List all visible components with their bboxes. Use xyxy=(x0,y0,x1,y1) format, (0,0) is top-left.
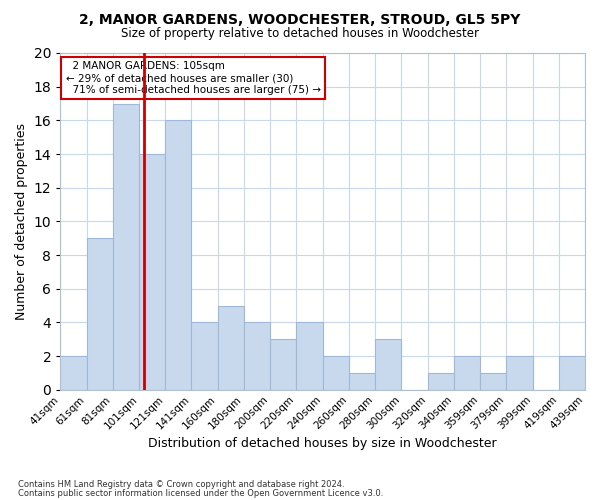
Text: Size of property relative to detached houses in Woodchester: Size of property relative to detached ho… xyxy=(121,28,479,40)
Text: Contains HM Land Registry data © Crown copyright and database right 2024.: Contains HM Land Registry data © Crown c… xyxy=(18,480,344,489)
Bar xyxy=(191,322,218,390)
Bar xyxy=(506,356,533,390)
Bar xyxy=(86,238,113,390)
Bar xyxy=(244,322,270,390)
Bar xyxy=(218,306,244,390)
Bar xyxy=(349,373,375,390)
Y-axis label: Number of detached properties: Number of detached properties xyxy=(15,123,28,320)
Bar xyxy=(559,356,585,390)
Bar xyxy=(296,322,323,390)
X-axis label: Distribution of detached houses by size in Woodchester: Distribution of detached houses by size … xyxy=(148,437,497,450)
Bar xyxy=(375,339,401,390)
Bar xyxy=(323,356,349,390)
Bar xyxy=(61,356,86,390)
Bar xyxy=(480,373,506,390)
Bar xyxy=(139,154,165,390)
Bar xyxy=(428,373,454,390)
Bar xyxy=(113,104,139,390)
Text: 2 MANOR GARDENS: 105sqm
← 29% of detached houses are smaller (30)
  71% of semi-: 2 MANOR GARDENS: 105sqm ← 29% of detache… xyxy=(65,62,320,94)
Bar xyxy=(165,120,191,390)
Bar xyxy=(270,339,296,390)
Text: Contains public sector information licensed under the Open Government Licence v3: Contains public sector information licen… xyxy=(18,488,383,498)
Text: 2, MANOR GARDENS, WOODCHESTER, STROUD, GL5 5PY: 2, MANOR GARDENS, WOODCHESTER, STROUD, G… xyxy=(79,12,521,26)
Bar xyxy=(454,356,480,390)
